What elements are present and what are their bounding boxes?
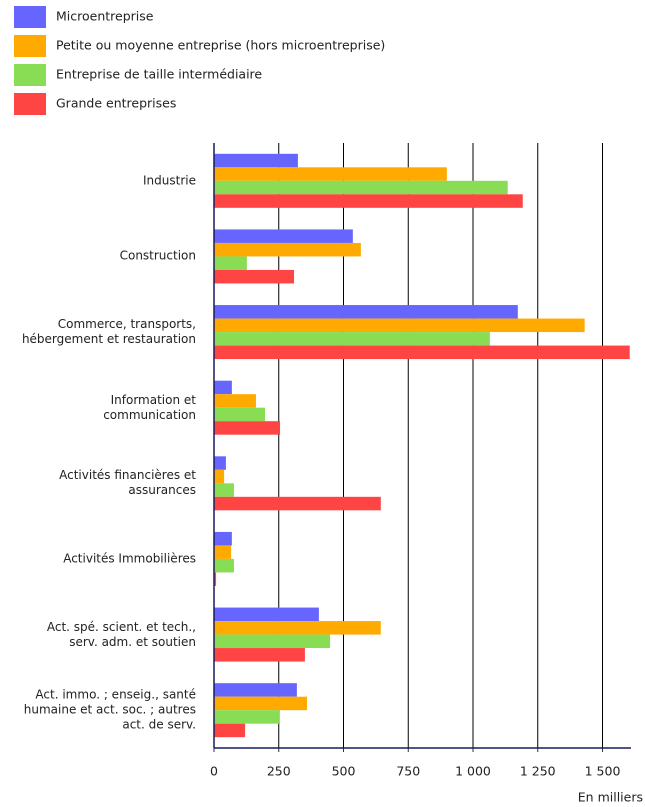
legend-swatch — [14, 93, 46, 115]
legend-label: Grande entreprises — [56, 96, 176, 111]
category-label: Act. spé. scient. et tech., serv. adm. e… — [46, 619, 196, 649]
bar — [214, 345, 630, 360]
bar — [214, 167, 447, 181]
bar — [214, 710, 280, 724]
bar — [214, 407, 266, 422]
bar — [214, 394, 256, 408]
legend-label: Petite ou moyenne entreprise (hors micro… — [56, 38, 385, 53]
bar — [214, 683, 297, 697]
bar — [214, 483, 234, 497]
bar — [214, 180, 508, 195]
x-tick-label: 750 — [396, 764, 420, 779]
bar — [214, 194, 523, 208]
bar — [214, 380, 232, 395]
category-label: Act. immo. ; enseig., santé humaine et a… — [23, 687, 196, 732]
category-label: Activités financières et assurances — [59, 468, 196, 498]
bar — [214, 421, 281, 435]
bar — [214, 229, 353, 243]
legend-swatch — [14, 35, 46, 57]
bar — [214, 696, 307, 711]
bar — [214, 621, 381, 635]
bar — [214, 496, 381, 511]
bar — [214, 256, 247, 270]
legend-label: Microentreprise — [56, 9, 154, 24]
x-axis-label: En milliers — [578, 790, 643, 805]
bar — [214, 456, 226, 470]
x-tick-label: 250 — [267, 764, 291, 779]
bar — [214, 545, 232, 559]
category-label: Activités Immobilières — [63, 551, 196, 566]
bar — [214, 269, 295, 284]
bar — [214, 332, 490, 346]
legend-swatch — [14, 64, 46, 86]
legend-swatch — [14, 6, 46, 28]
bar — [214, 242, 361, 257]
bar — [214, 634, 331, 649]
category-label: Industrie — [143, 173, 196, 188]
bar — [214, 318, 585, 333]
bar — [214, 153, 298, 168]
bar — [214, 607, 319, 622]
legend-label: Entreprise de taille intermédiaire — [56, 67, 262, 82]
bar — [214, 572, 217, 586]
bar — [214, 648, 305, 662]
category-label: Information et communication — [103, 392, 196, 422]
bar — [214, 558, 234, 573]
x-tick-label: 1 500 — [585, 764, 621, 779]
bar — [214, 531, 232, 546]
category-label: Commerce, transports, hébergement et res… — [21, 317, 196, 347]
bar — [214, 723, 246, 738]
x-tick-label: 1 000 — [455, 764, 491, 779]
x-tick-label: 500 — [332, 764, 356, 779]
x-tick-label: 0 — [210, 764, 218, 779]
bar — [214, 305, 518, 319]
x-tick-label: 1 250 — [520, 764, 556, 779]
category-label: Construction — [119, 248, 196, 263]
bar — [214, 469, 225, 484]
